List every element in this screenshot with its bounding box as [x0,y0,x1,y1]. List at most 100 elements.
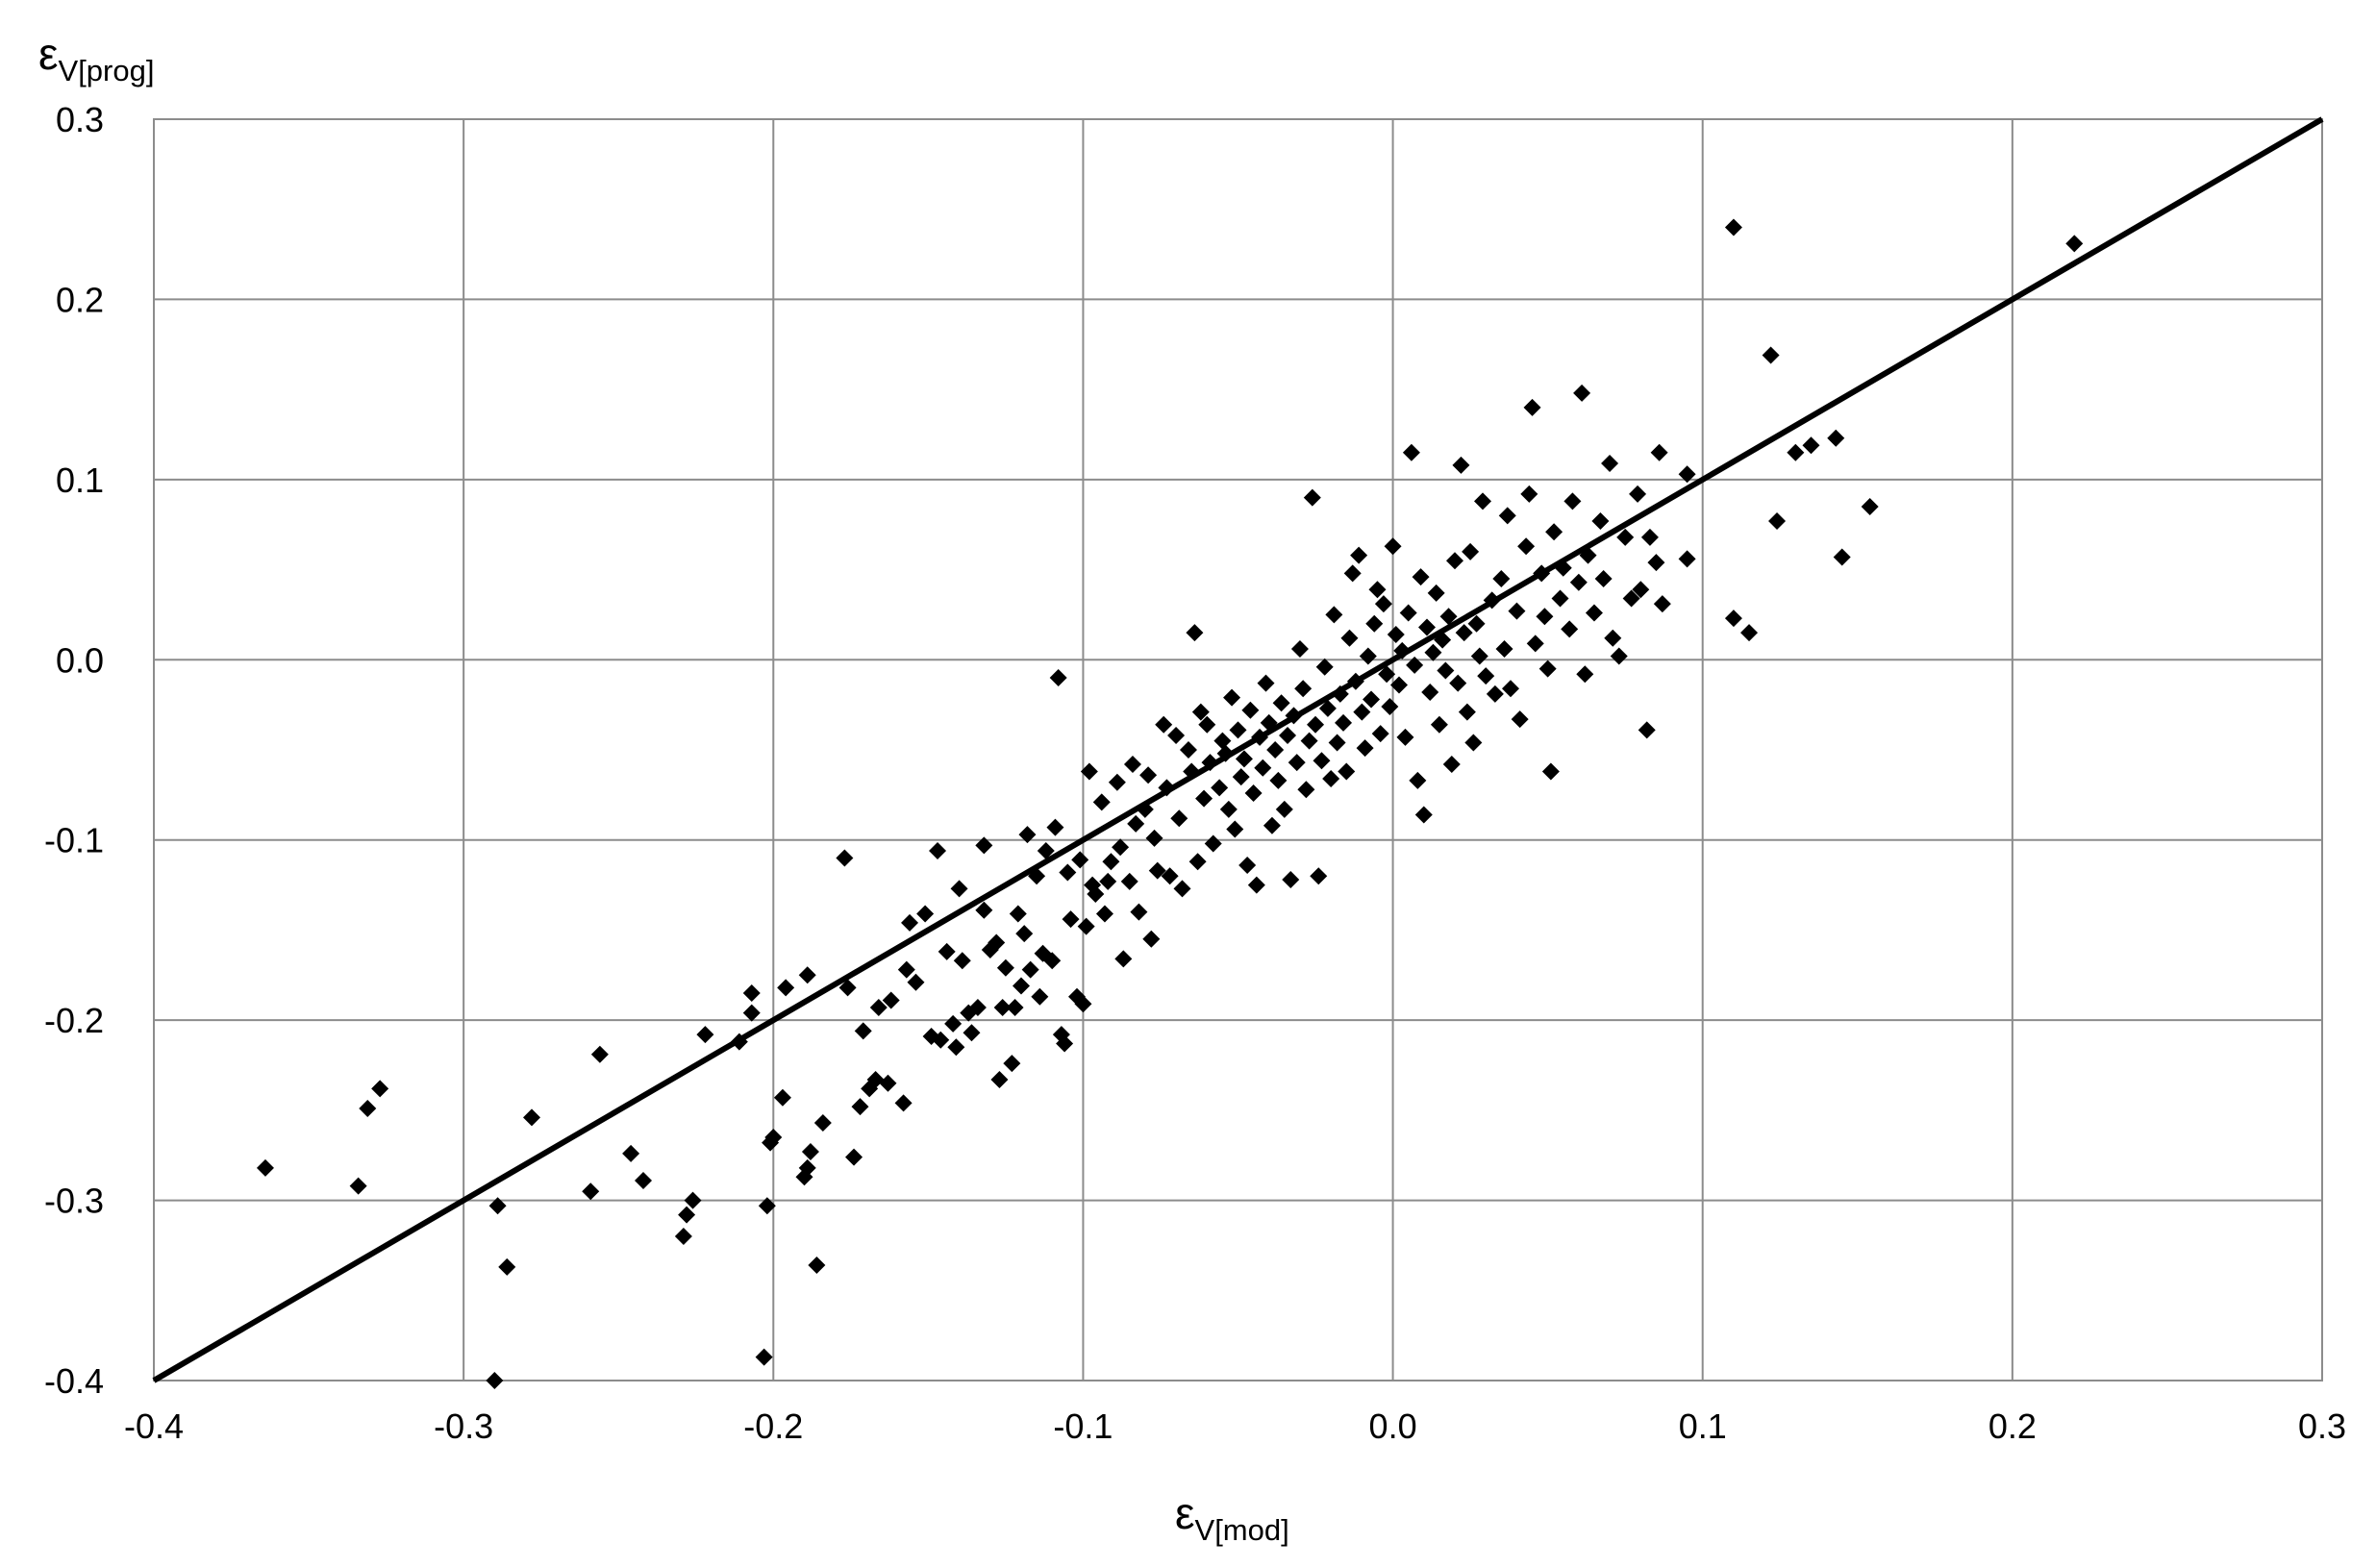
data-point [488,1197,507,1215]
identity-line [152,116,2324,1383]
data-point [1384,537,1402,556]
data-point [1021,960,1039,979]
data-point [1678,465,1696,484]
data-point [1486,684,1504,703]
data-points [256,218,2084,1389]
data-point [907,973,925,991]
data-point [1003,1055,1021,1073]
data-point [1467,614,1486,633]
data-point [1402,443,1420,461]
data-point [1802,436,1820,455]
data-point [1313,752,1331,770]
data-point [1310,867,1328,885]
data-point [1827,429,1845,447]
data-point [773,1088,791,1107]
data-point [1616,528,1635,546]
data-point [1006,999,1024,1017]
data-point [1074,995,1092,1013]
data-point [1095,905,1113,923]
data-point [1260,713,1278,732]
data-point [1300,732,1318,750]
data-point [1188,853,1207,871]
data-point [1062,910,1080,929]
x-tick-label: 0.1 [1679,1406,1727,1446]
data-point [1031,987,1049,1006]
data-point [486,1372,504,1389]
data-point [798,966,816,984]
data-point [1650,443,1668,461]
data-point [1359,647,1377,665]
data-point [1071,851,1089,869]
data-point [1861,497,1879,515]
data-point [1632,581,1650,599]
data-point [1275,800,1293,818]
data-point [1241,701,1260,719]
data-point [916,905,935,923]
data-point [947,1038,965,1057]
data-point [901,913,919,932]
data-point [1508,602,1526,620]
data-point [938,942,956,960]
data-point [1573,384,1591,402]
data-point [1579,546,1597,564]
y-tick-label: 0.0 [56,640,104,680]
data-point [1303,488,1321,507]
data-point [1155,715,1173,734]
data-point [1442,755,1461,773]
data-point [1049,669,1067,687]
data-point [1647,554,1665,572]
data-point [1269,771,1288,789]
data-point [696,1026,714,1044]
data-point [1365,614,1384,633]
data-point [1173,880,1191,898]
data-point [678,1206,696,1224]
data-point [996,958,1014,977]
data-point [1251,728,1269,746]
data-point [1563,492,1582,510]
data-point [1576,665,1594,684]
data-point [1418,618,1437,636]
data-point [854,1022,872,1040]
x-tick-label: 0.2 [1988,1406,2037,1446]
data-point [582,1182,600,1201]
x-axis-tick-labels: -0.4 -0.3 -0.2 -0.1 0.0 0.1 0.2 0.3 [124,1406,2346,1446]
data-point [1724,218,1742,236]
data-point [1244,784,1263,802]
y-tick-label: 0.3 [56,100,104,139]
data-point [1112,838,1130,857]
data-point [1437,661,1455,680]
data-point [764,1128,783,1146]
data-point [1092,793,1111,811]
data-point [1356,739,1374,758]
data-point [1201,754,1219,772]
data-point [1136,800,1154,818]
data-point [1266,741,1285,759]
data-point [1170,809,1188,828]
data-point [1396,728,1414,746]
data-point [1232,768,1250,786]
data-point [1294,680,1313,698]
data-point [1307,715,1325,734]
data-point [1541,762,1560,781]
x-tick-label: 0.0 [1369,1406,1417,1446]
data-point [1610,647,1628,665]
data-point [1470,647,1488,665]
data-point [1640,528,1659,546]
data-point [1229,721,1247,739]
data-point [1318,699,1337,717]
data-point [1183,762,1201,781]
grid-lines [153,118,2323,1381]
data-point [674,1228,692,1246]
data-point [1833,548,1851,566]
data-point [1018,826,1037,844]
data-point [1455,624,1473,642]
data-point [1028,867,1046,885]
data-point [1315,658,1334,676]
data-point [1161,867,1179,885]
data-point [1223,688,1241,707]
data-point [1585,604,1603,622]
data-point [1511,710,1529,729]
data-point [1569,573,1588,591]
data-point [990,1070,1009,1088]
